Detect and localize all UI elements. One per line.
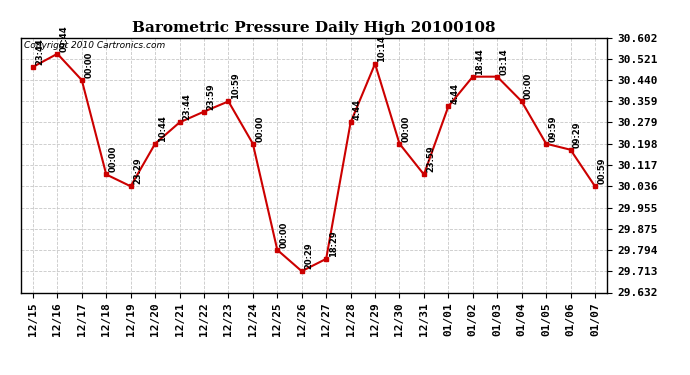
Text: 00:00: 00:00 bbox=[279, 222, 288, 248]
Text: 00:00: 00:00 bbox=[84, 52, 93, 78]
Text: 18:44: 18:44 bbox=[475, 48, 484, 75]
Text: 00:00: 00:00 bbox=[524, 73, 533, 99]
Text: 00:00: 00:00 bbox=[255, 115, 264, 142]
Text: 23:44: 23:44 bbox=[182, 94, 191, 120]
Text: 23:59: 23:59 bbox=[426, 146, 435, 172]
Text: 09:59: 09:59 bbox=[549, 115, 558, 142]
Text: 23:44: 23:44 bbox=[35, 38, 44, 65]
Text: 09:29: 09:29 bbox=[573, 121, 582, 148]
Text: 4:44: 4:44 bbox=[451, 83, 460, 104]
Text: 00:00: 00:00 bbox=[109, 146, 118, 172]
Text: Copyright 2010 Cartronics.com: Copyright 2010 Cartronics.com bbox=[23, 41, 165, 50]
Text: 4:44: 4:44 bbox=[353, 99, 362, 120]
Text: 23:59: 23:59 bbox=[206, 83, 215, 110]
Text: 20:29: 20:29 bbox=[304, 243, 313, 269]
Text: 03:14: 03:14 bbox=[500, 48, 509, 75]
Title: Barometric Pressure Daily High 20100108: Barometric Pressure Daily High 20100108 bbox=[132, 21, 495, 35]
Text: 10:14: 10:14 bbox=[377, 35, 386, 62]
Text: 09:44: 09:44 bbox=[60, 25, 69, 52]
Text: 18:29: 18:29 bbox=[328, 230, 337, 257]
Text: 10:44: 10:44 bbox=[157, 115, 166, 142]
Text: 00:00: 00:00 bbox=[402, 115, 411, 142]
Text: 10:59: 10:59 bbox=[231, 73, 240, 99]
Text: 00:59: 00:59 bbox=[598, 158, 607, 184]
Text: 23:29: 23:29 bbox=[133, 158, 142, 184]
